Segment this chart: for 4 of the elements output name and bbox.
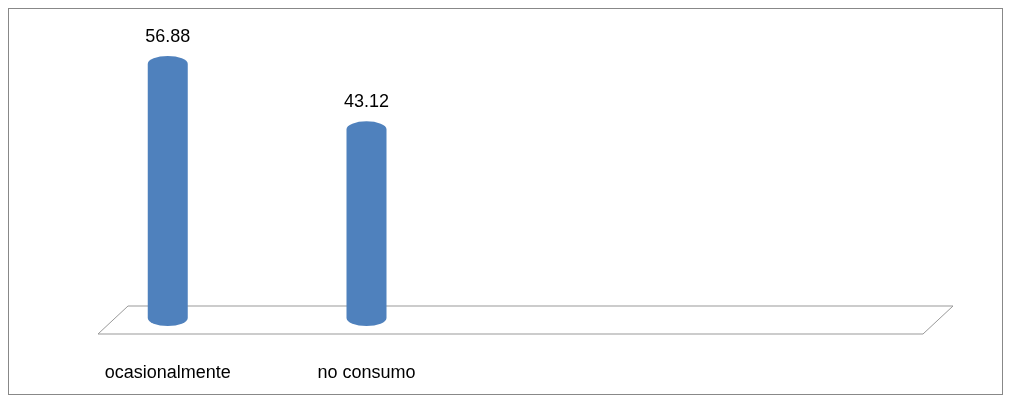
x-tick-label: no consumo xyxy=(317,362,416,382)
x-tick-label: ocasionalmente xyxy=(104,362,231,382)
data-label: 43.12 xyxy=(343,91,390,112)
data-label: 56.88 xyxy=(145,26,191,46)
